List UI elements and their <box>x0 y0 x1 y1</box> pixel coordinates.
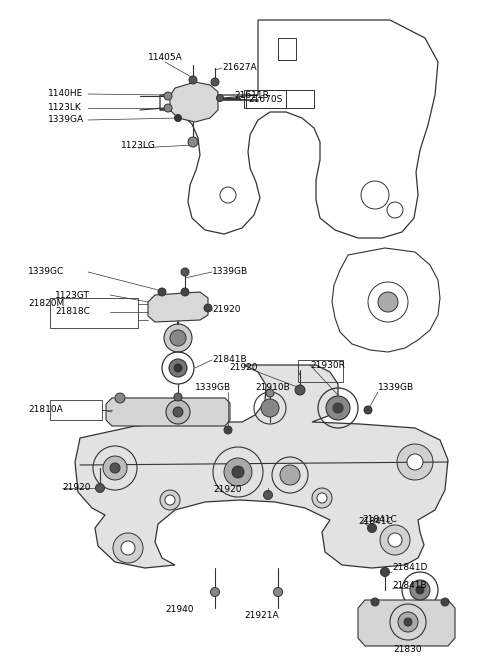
Text: 21930R: 21930R <box>310 361 345 369</box>
Circle shape <box>364 406 372 414</box>
Text: 1140HE: 1140HE <box>48 89 83 98</box>
Polygon shape <box>148 292 208 322</box>
Circle shape <box>211 588 219 596</box>
Text: 21920: 21920 <box>214 485 242 495</box>
Circle shape <box>216 94 224 102</box>
Circle shape <box>295 385 305 395</box>
Circle shape <box>189 76 197 84</box>
Circle shape <box>170 330 186 346</box>
Circle shape <box>224 426 232 434</box>
Circle shape <box>333 403 343 413</box>
Circle shape <box>174 393 182 401</box>
Circle shape <box>232 466 244 478</box>
Circle shape <box>381 567 389 577</box>
Text: 11405A: 11405A <box>148 54 182 62</box>
Circle shape <box>378 292 398 312</box>
Circle shape <box>96 483 105 493</box>
Circle shape <box>224 458 252 486</box>
Circle shape <box>115 393 125 403</box>
Circle shape <box>164 92 172 100</box>
Circle shape <box>165 495 175 505</box>
Text: 21920: 21920 <box>212 306 240 314</box>
Bar <box>50 298 138 328</box>
Text: 21841C: 21841C <box>358 518 393 527</box>
Circle shape <box>326 396 350 420</box>
Circle shape <box>312 488 332 508</box>
Circle shape <box>397 444 433 480</box>
Circle shape <box>407 454 423 470</box>
Circle shape <box>188 137 198 147</box>
Circle shape <box>274 588 283 596</box>
Text: 1123LG: 1123LG <box>120 140 156 150</box>
Text: 21670S: 21670S <box>248 96 282 104</box>
Bar <box>50 400 102 420</box>
Circle shape <box>121 541 135 555</box>
Text: 21841D: 21841D <box>392 564 427 573</box>
Bar <box>298 360 343 382</box>
Bar <box>244 90 314 108</box>
Polygon shape <box>170 82 218 122</box>
Text: 21818C: 21818C <box>55 308 90 316</box>
Text: 1339GC: 1339GC <box>28 268 64 276</box>
Circle shape <box>175 115 181 121</box>
Text: 21841B: 21841B <box>392 581 427 590</box>
Polygon shape <box>358 600 455 646</box>
Text: 21830: 21830 <box>394 646 422 655</box>
Circle shape <box>371 598 379 606</box>
Circle shape <box>404 618 412 626</box>
Circle shape <box>103 456 127 480</box>
Circle shape <box>181 288 189 296</box>
Circle shape <box>164 104 172 112</box>
Circle shape <box>113 533 143 563</box>
Circle shape <box>317 493 327 503</box>
Text: 21910B: 21910B <box>255 384 290 392</box>
Polygon shape <box>75 365 448 568</box>
Circle shape <box>158 288 166 296</box>
Text: 1339GB: 1339GB <box>195 384 231 392</box>
Text: 21940: 21940 <box>166 605 194 615</box>
Circle shape <box>264 491 273 499</box>
Circle shape <box>174 364 182 372</box>
Circle shape <box>266 389 274 397</box>
Text: 21820M: 21820M <box>28 300 64 308</box>
Circle shape <box>280 465 300 485</box>
Text: 1123LK: 1123LK <box>48 104 82 112</box>
Circle shape <box>110 463 120 473</box>
Text: 1339GB: 1339GB <box>212 268 248 276</box>
Text: 21921A: 21921A <box>245 611 279 619</box>
Circle shape <box>164 324 192 352</box>
Polygon shape <box>106 398 230 426</box>
Circle shape <box>166 400 190 424</box>
Text: 1339GA: 1339GA <box>48 115 84 125</box>
Circle shape <box>173 407 183 417</box>
Circle shape <box>368 523 376 533</box>
Text: 21920: 21920 <box>62 483 91 493</box>
Bar <box>278 38 296 60</box>
Text: 21627A: 21627A <box>222 64 257 73</box>
Circle shape <box>169 359 187 377</box>
Text: 21920: 21920 <box>229 363 258 373</box>
Text: 1339GB: 1339GB <box>378 384 414 392</box>
Circle shape <box>211 78 219 86</box>
Circle shape <box>261 399 279 417</box>
Bar <box>246 90 286 108</box>
Circle shape <box>388 533 402 547</box>
Text: 21810A: 21810A <box>28 405 63 415</box>
Circle shape <box>441 598 449 606</box>
Circle shape <box>380 525 410 555</box>
Text: 21611B: 21611B <box>234 91 269 100</box>
Circle shape <box>410 580 430 600</box>
Circle shape <box>181 268 189 276</box>
Text: 1123GT: 1123GT <box>55 291 90 300</box>
Circle shape <box>416 586 424 594</box>
Text: 21841C: 21841C <box>362 516 397 525</box>
Circle shape <box>160 490 180 510</box>
Circle shape <box>398 612 418 632</box>
Text: 21841B: 21841B <box>212 356 247 365</box>
Circle shape <box>204 304 212 312</box>
